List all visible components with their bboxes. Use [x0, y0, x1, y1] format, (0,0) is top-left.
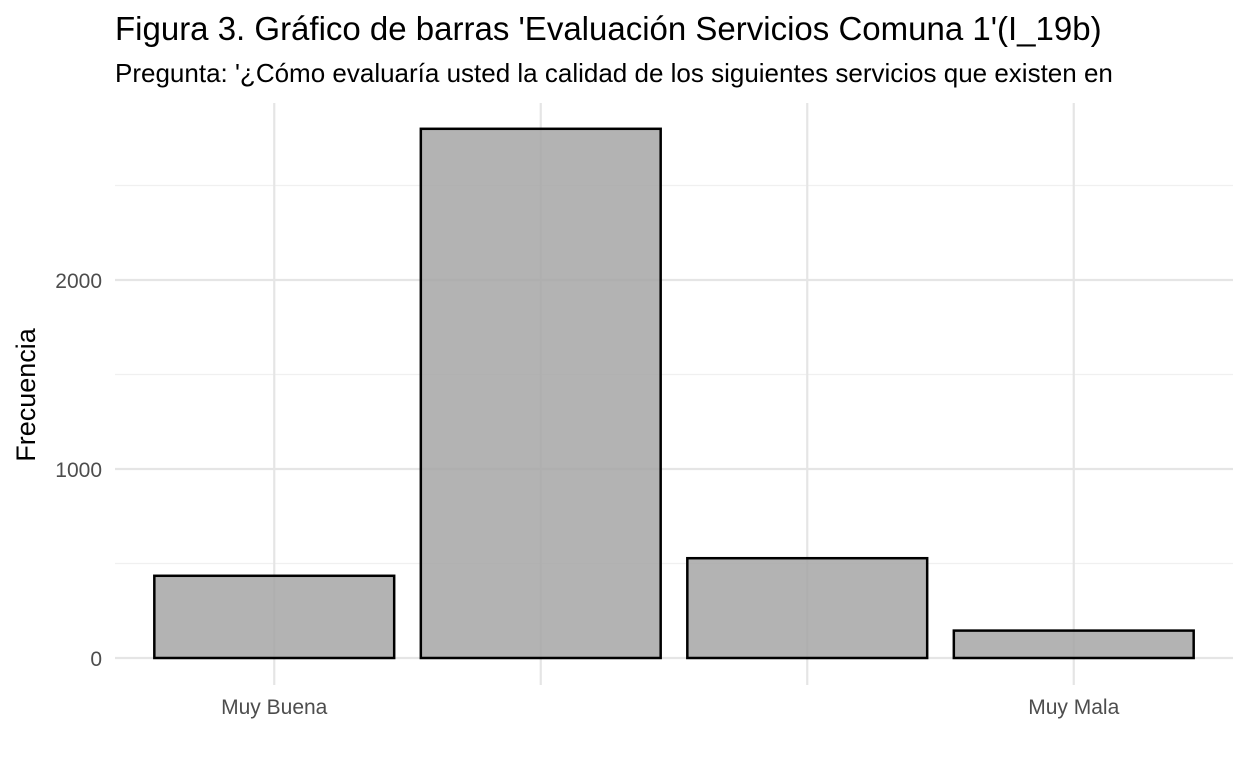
chart-title: Figura 3. Gráfico de barras 'Evaluación …	[115, 10, 1102, 47]
y-axis-title: Frecuencia	[11, 327, 41, 462]
x-tick-label-3: Muy Mala	[1028, 696, 1119, 719]
y-tick-labels: 0 1000 2000	[55, 270, 102, 671]
bar-2	[686, 556, 929, 660]
bars	[153, 127, 1195, 660]
bar-1	[419, 127, 662, 660]
x-tick-labels: Muy Buena Muy Mala	[221, 696, 1119, 719]
y-tick-label-0: 0	[90, 648, 102, 671]
chart-subtitle: Pregunta: '¿Cómo evaluaría usted la cali…	[115, 58, 1113, 88]
x-tick-label-0: Muy Buena	[221, 696, 328, 719]
bar-3	[952, 629, 1195, 660]
bar-0	[153, 574, 396, 660]
y-tick-label-2: 2000	[55, 270, 102, 293]
y-tick-label-1: 1000	[55, 459, 102, 482]
